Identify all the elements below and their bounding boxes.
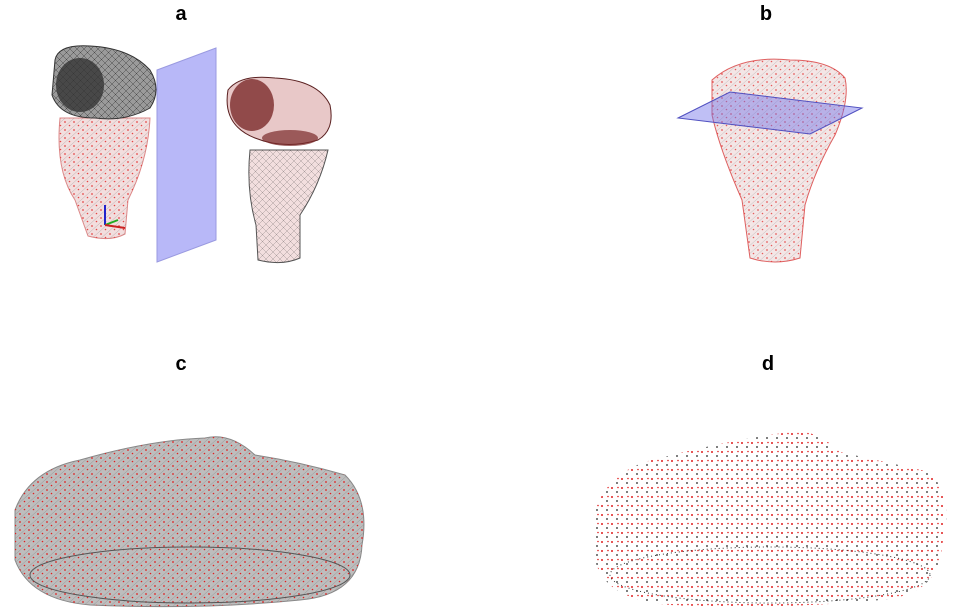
- panel-c: [15, 437, 364, 607]
- proximal-tibia-points: [15, 437, 364, 607]
- page: {"panels": [{"label": "a"}, {"label": "b…: [0, 0, 955, 610]
- panel-label: d: [762, 353, 774, 375]
- condyle: [56, 58, 104, 112]
- tibia-mesh: [249, 150, 328, 263]
- condyle: [262, 130, 318, 146]
- tibia-points: [712, 59, 846, 262]
- panel-label: b: [760, 3, 772, 25]
- figure: a b c d: [0, 0, 955, 610]
- point-cloud: [595, 431, 946, 606]
- panel-d: [595, 431, 946, 606]
- condyle: [230, 79, 274, 131]
- panel-label: c: [175, 353, 186, 375]
- panel-a: [52, 46, 331, 263]
- panel-b: [678, 59, 862, 262]
- panel-label: a: [175, 3, 187, 25]
- cutting-plane: [157, 48, 216, 262]
